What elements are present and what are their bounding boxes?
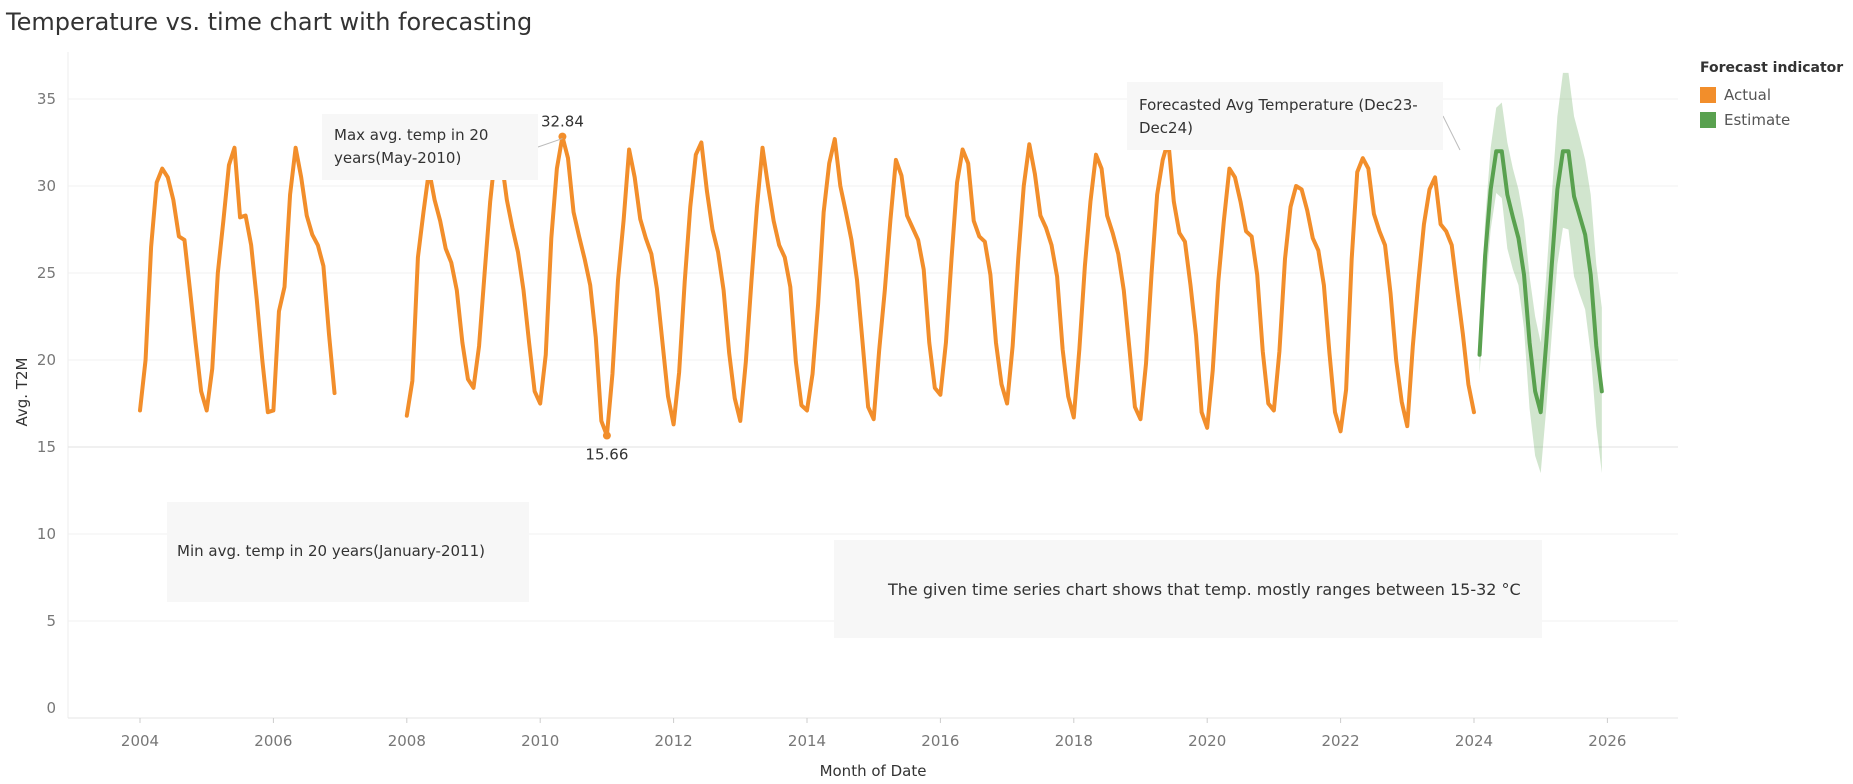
x-tick-label: 2022	[1322, 732, 1360, 750]
x-tick-label: 2008	[388, 732, 426, 750]
forecast-annotation-connector	[1442, 115, 1461, 151]
max-temp-annotation: Max avg. temp in 20 years(May-2010)	[322, 114, 538, 180]
x-tick-label: 2012	[655, 732, 693, 750]
legend-title: Forecast indicator	[1700, 60, 1844, 76]
y-axis-title: Avg. T2M	[13, 358, 31, 427]
y-tick-label: 5	[46, 612, 56, 630]
chart-title: Temperature vs. time chart with forecast…	[6, 8, 533, 36]
point-label: 32.84	[541, 113, 584, 131]
max-temp-annotation-text: Max avg. temp in 20 years(May-2010)	[334, 126, 489, 167]
x-tick-label: 2004	[121, 732, 159, 750]
y-tick-label: 10	[37, 525, 56, 543]
point-marker	[602, 431, 611, 440]
summary-annotation: The given time series chart shows that t…	[834, 540, 1542, 638]
forecast-annotation: Forecasted Avg Temperature (Dec23-Dec24)	[1127, 82, 1443, 150]
x-tick-label: 2010	[521, 732, 559, 750]
x-tick-label: 2024	[1455, 732, 1493, 750]
x-tick-label: 2016	[921, 732, 959, 750]
legend-label-actual: Actual	[1724, 85, 1771, 104]
y-tick-label: 20	[37, 351, 56, 369]
min-temp-annotation: Min avg. temp in 20 years(January-2011)	[167, 502, 529, 602]
legend-swatch-actual	[1700, 86, 1716, 103]
y-tick-label: 0	[46, 699, 56, 717]
forecast-annotation-text: Forecasted Avg Temperature (Dec23-Dec24)	[1139, 96, 1418, 137]
y-tick-label: 25	[37, 264, 56, 282]
x-tick-label: 2020	[1188, 732, 1226, 750]
point-marker	[558, 132, 567, 141]
x-tick-label: 2006	[254, 732, 292, 750]
y-tick-label: 30	[37, 177, 56, 195]
legend: Forecast indicator Actual Estimate	[1700, 60, 1843, 132]
series-line-estimate	[1477, 149, 1604, 415]
legend-label-estimate: Estimate	[1724, 110, 1791, 129]
x-tick-label: 2018	[1055, 732, 1093, 750]
min-temp-annotation-text: Min avg. temp in 20 years(January-2011)	[177, 542, 485, 560]
series-line-actual	[404, 134, 1476, 438]
x-tick-label: 2014	[788, 732, 826, 750]
series-line-actual	[138, 145, 337, 415]
legend-item-estimate[interactable]: Estimate	[1700, 107, 1843, 132]
y-tick-label: 15	[37, 438, 56, 456]
max-annotation-connector	[537, 138, 563, 148]
legend-item-actual[interactable]: Actual	[1700, 82, 1843, 107]
y-tick-label: 35	[37, 90, 56, 108]
x-tick-label: 2026	[1588, 732, 1626, 750]
legend-swatch-estimate	[1700, 111, 1716, 128]
x-axis-title: Month of Date	[820, 762, 927, 780]
point-label: 15.66	[585, 446, 628, 464]
summary-annotation-text: The given time series chart shows that t…	[888, 580, 1521, 599]
